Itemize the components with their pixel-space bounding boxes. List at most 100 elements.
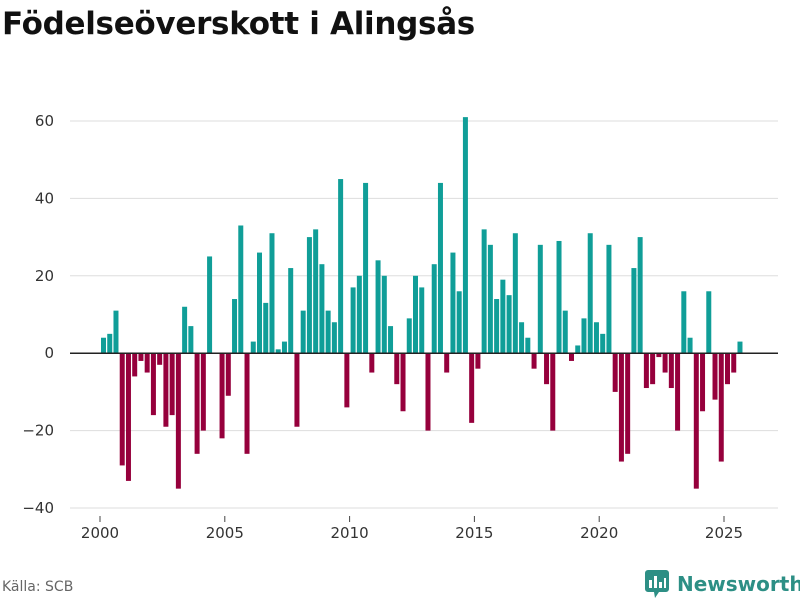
bar (344, 353, 350, 408)
bar (494, 299, 500, 354)
bar (388, 326, 394, 354)
bar (569, 353, 574, 361)
bar (700, 353, 706, 412)
bar (531, 353, 537, 369)
bar (675, 353, 681, 431)
bar (556, 240, 562, 354)
bar (469, 353, 475, 423)
bar (306, 237, 312, 354)
bar (244, 353, 250, 454)
bar (544, 353, 550, 385)
bar (269, 233, 275, 354)
bar (182, 306, 188, 354)
bar (593, 322, 599, 354)
bar (631, 268, 637, 354)
source-label: Källa: SCB (2, 579, 74, 595)
bar (250, 341, 256, 354)
bar (200, 353, 206, 431)
x-tick-label: 2010 (331, 524, 369, 542)
x-tick-label: 2020 (580, 524, 618, 542)
bar (257, 252, 262, 354)
bars (101, 117, 743, 489)
bar (263, 302, 269, 354)
bar (618, 353, 624, 462)
bar (587, 233, 593, 354)
bar (406, 318, 412, 354)
bar (431, 264, 437, 354)
bar (138, 353, 144, 361)
bar (150, 353, 156, 416)
gridlines (70, 120, 778, 509)
bar (350, 287, 356, 354)
newsworthy-icon (645, 570, 669, 598)
bar (625, 353, 631, 454)
bar (581, 318, 587, 354)
bar (575, 345, 581, 354)
bar (550, 353, 556, 431)
bar (331, 322, 337, 354)
bar (444, 353, 450, 373)
bar (375, 260, 381, 354)
bar (413, 275, 418, 354)
bar (650, 353, 656, 385)
bar (400, 353, 406, 412)
bar (537, 244, 543, 354)
bar (718, 353, 724, 462)
bar (706, 291, 712, 354)
newsworthy-logo[interactable]: Newsworthy (645, 570, 800, 598)
bar (219, 353, 225, 439)
bar (562, 310, 568, 354)
bar (712, 353, 718, 400)
y-tick-label: 0 (44, 344, 54, 362)
bar (419, 287, 425, 354)
bar (132, 353, 138, 377)
chart-title: Födelseöverskott i Alingsås (2, 6, 475, 42)
bar (169, 353, 175, 416)
bar (512, 233, 518, 354)
bar (356, 275, 362, 354)
y-tick-label: 40 (35, 189, 54, 207)
bar (687, 337, 693, 354)
x-axis: 2000 2005 2010 2015 2020 2025 (81, 516, 743, 542)
bar (363, 182, 369, 354)
bar (338, 179, 344, 354)
y-tick-label: 60 (35, 112, 54, 130)
bar (500, 279, 506, 354)
bar (456, 291, 462, 354)
bar (606, 244, 612, 354)
y-tick-label: −20 (22, 422, 54, 440)
bar (437, 182, 443, 354)
bar (643, 353, 649, 389)
y-tick-label: 20 (35, 267, 54, 285)
bar (294, 353, 300, 427)
y-axis: −40 −20 0 20 40 60 (22, 112, 54, 517)
x-tick-label: 2025 (705, 524, 743, 542)
y-tick-label: −40 (22, 499, 54, 517)
bar (519, 322, 525, 354)
bar (157, 353, 163, 365)
bar (668, 353, 674, 389)
bar (238, 225, 244, 354)
bar (637, 237, 643, 354)
bar (475, 353, 481, 369)
bar (525, 337, 531, 354)
bar (506, 295, 512, 354)
bar (612, 353, 618, 392)
bar (662, 353, 668, 373)
bar (450, 252, 456, 354)
bar (119, 353, 125, 466)
bar (725, 353, 730, 385)
bar (381, 275, 387, 354)
bar (462, 117, 468, 354)
bar (425, 353, 431, 431)
bar (188, 326, 194, 354)
bar (681, 291, 687, 354)
bar (101, 337, 106, 354)
bar (319, 264, 325, 354)
bar (369, 353, 375, 373)
bar (163, 353, 169, 427)
bar (481, 229, 487, 354)
bar (693, 353, 699, 489)
bar (731, 353, 737, 373)
